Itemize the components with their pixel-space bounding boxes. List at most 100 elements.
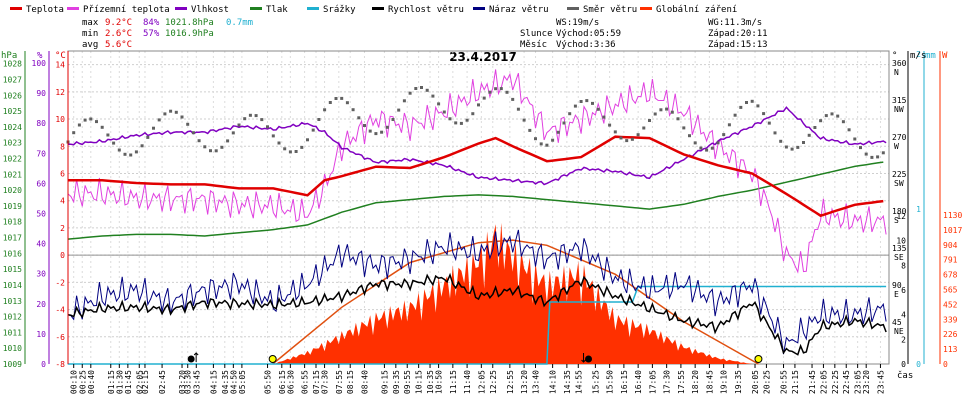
time-tick-label: 04:15	[209, 370, 218, 394]
wind-direction-point	[505, 90, 509, 94]
radiation-tick-label: 904	[943, 241, 958, 250]
wind-direction-point	[739, 105, 743, 109]
wind-direction-point	[522, 118, 526, 122]
pressure-tick-label: 1022	[3, 154, 22, 163]
time-tick-label: 14:55	[574, 370, 583, 394]
wind-direction-point	[528, 128, 532, 132]
series-temperature	[68, 135, 884, 218]
pressure-tick-label: 1015	[3, 265, 22, 274]
legend-label: Náraz větru	[489, 5, 549, 15]
legend-label: Směr větru	[583, 5, 637, 15]
radiation-tick-label: 565	[943, 286, 958, 295]
direction-unit: °	[892, 51, 897, 61]
wind-direction-point	[568, 112, 572, 116]
time-tick-label: 18:45	[705, 370, 714, 394]
time-tick-label: 01:15	[107, 370, 116, 394]
wind-direction-point	[494, 87, 498, 91]
sun-moon-markers	[187, 352, 763, 363]
wind-direction-point	[317, 118, 321, 121]
direction-tick-label: 225	[892, 170, 907, 179]
legend-label: Globální záření	[656, 5, 737, 15]
time-tick-label: 12:55	[506, 370, 515, 394]
info-moonrise: Východ:3:36	[556, 40, 616, 50]
pressure-tick-label: 1021	[3, 170, 22, 179]
wind-direction-point	[385, 125, 389, 129]
wind-direction-point	[710, 146, 714, 150]
wind-direction-point	[254, 114, 258, 118]
pressure-tick-label: 1026	[3, 91, 22, 100]
wind-direction-point	[197, 139, 201, 143]
wind-direction-point	[123, 152, 127, 156]
wind-direction-point	[693, 141, 697, 145]
pressure-tick-label: 1014	[3, 281, 22, 290]
time-tick-label: 15:50	[606, 370, 615, 394]
direction-compass-label: SW	[894, 179, 904, 188]
wind-direction-point	[876, 155, 880, 159]
pressure-tick-label: 1016	[3, 249, 22, 258]
pressure-tick-label: 1019	[3, 202, 22, 211]
wind-direction-point	[813, 126, 817, 129]
time-tick-label: 07:55	[335, 370, 344, 394]
series-humidity	[68, 106, 887, 186]
time-tick-label: 02:05	[135, 370, 144, 394]
info-moon-label: Měsíc	[520, 40, 547, 50]
humidity-tick-label: 50	[36, 210, 46, 219]
time-tick-label: 17:30	[663, 370, 672, 394]
wind-direction-point	[437, 102, 441, 106]
wind-direction-point	[482, 96, 486, 100]
wind-direction-point	[790, 147, 794, 151]
wind-direction-point	[573, 104, 577, 108]
direction-compass-label: S	[894, 216, 899, 225]
time-tick-label: 01:45	[124, 370, 133, 394]
stat-avg-temp: 5.6°C	[105, 40, 132, 50]
time-axis-unit: čas	[897, 370, 913, 381]
wind-direction-point	[819, 119, 823, 123]
temperature-tick-label: 12	[55, 88, 65, 97]
series-pressure	[67, 161, 884, 240]
time-tick-label: 07:30	[321, 370, 330, 394]
wind-direction-point	[169, 109, 173, 113]
direction-tick-label: 180	[892, 207, 907, 216]
rain-tick-label: 1	[916, 205, 921, 214]
wind-direction-point	[767, 121, 771, 125]
stat-max-label: max	[82, 18, 99, 28]
wind-direction-point	[226, 139, 230, 143]
pressure-tick-label: 1025	[3, 107, 22, 116]
wind-direction-point	[836, 114, 840, 118]
wind-direction-point	[824, 114, 828, 118]
radiation-tick-label: 0	[943, 360, 948, 369]
wind-direction-point	[727, 123, 731, 127]
wind-direction-point	[545, 143, 549, 147]
wind-direction-point	[209, 149, 212, 153]
wind-direction-point	[157, 118, 161, 122]
wind-direction-point	[864, 152, 868, 156]
time-tick-label: 10:50	[435, 370, 444, 394]
wind-direction-point	[830, 112, 834, 116]
wind-direction-point	[283, 147, 287, 151]
moonrise-arrow-icon	[193, 352, 199, 362]
wind-direction-point	[534, 137, 537, 141]
wind-direction-point	[220, 145, 224, 149]
wind-speed-tick-label: 6	[901, 286, 906, 295]
time-tick-label: 12:25	[489, 370, 498, 394]
direction-compass-label: E	[894, 290, 899, 299]
moonset-arrow-icon	[581, 353, 586, 363]
rain-unit: mm	[925, 51, 936, 61]
info-sun-label: Slunce	[520, 29, 553, 39]
time-tick-label: 09:35	[392, 370, 401, 394]
wind-direction-point	[374, 132, 378, 136]
wind-direction-point	[762, 112, 766, 116]
wind-direction-point	[300, 145, 304, 149]
wind-direction-point	[870, 155, 874, 159]
time-tick-label: 21:15	[791, 370, 800, 394]
wind-direction-point	[630, 137, 634, 141]
stat-max-temp: 9.2°C	[105, 18, 132, 28]
series-radiation	[68, 222, 889, 364]
wind-direction-point	[881, 151, 885, 155]
time-tick-label: 20:05	[751, 370, 760, 394]
legend-label: Přízemní teplota	[83, 5, 170, 15]
humidity-tick-label: 40	[36, 240, 46, 249]
temperature-tick-label: -4	[55, 306, 65, 315]
legend-label: Teplota	[26, 5, 64, 15]
